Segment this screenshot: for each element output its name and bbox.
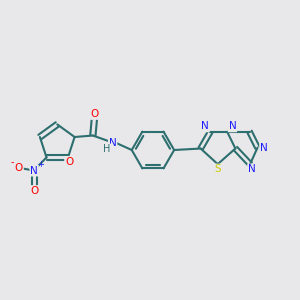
Text: -: -	[11, 157, 14, 167]
Text: O: O	[65, 157, 73, 167]
Text: O: O	[30, 186, 38, 196]
Text: N: N	[109, 138, 116, 148]
Text: N: N	[201, 122, 209, 131]
Text: H: H	[103, 144, 111, 154]
Text: +: +	[37, 160, 44, 169]
Text: S: S	[214, 164, 221, 174]
Text: O: O	[90, 109, 98, 119]
Text: O: O	[15, 163, 23, 173]
Text: N: N	[248, 164, 256, 174]
Text: N: N	[30, 166, 38, 176]
Text: N: N	[229, 122, 236, 131]
Text: N: N	[260, 142, 268, 153]
